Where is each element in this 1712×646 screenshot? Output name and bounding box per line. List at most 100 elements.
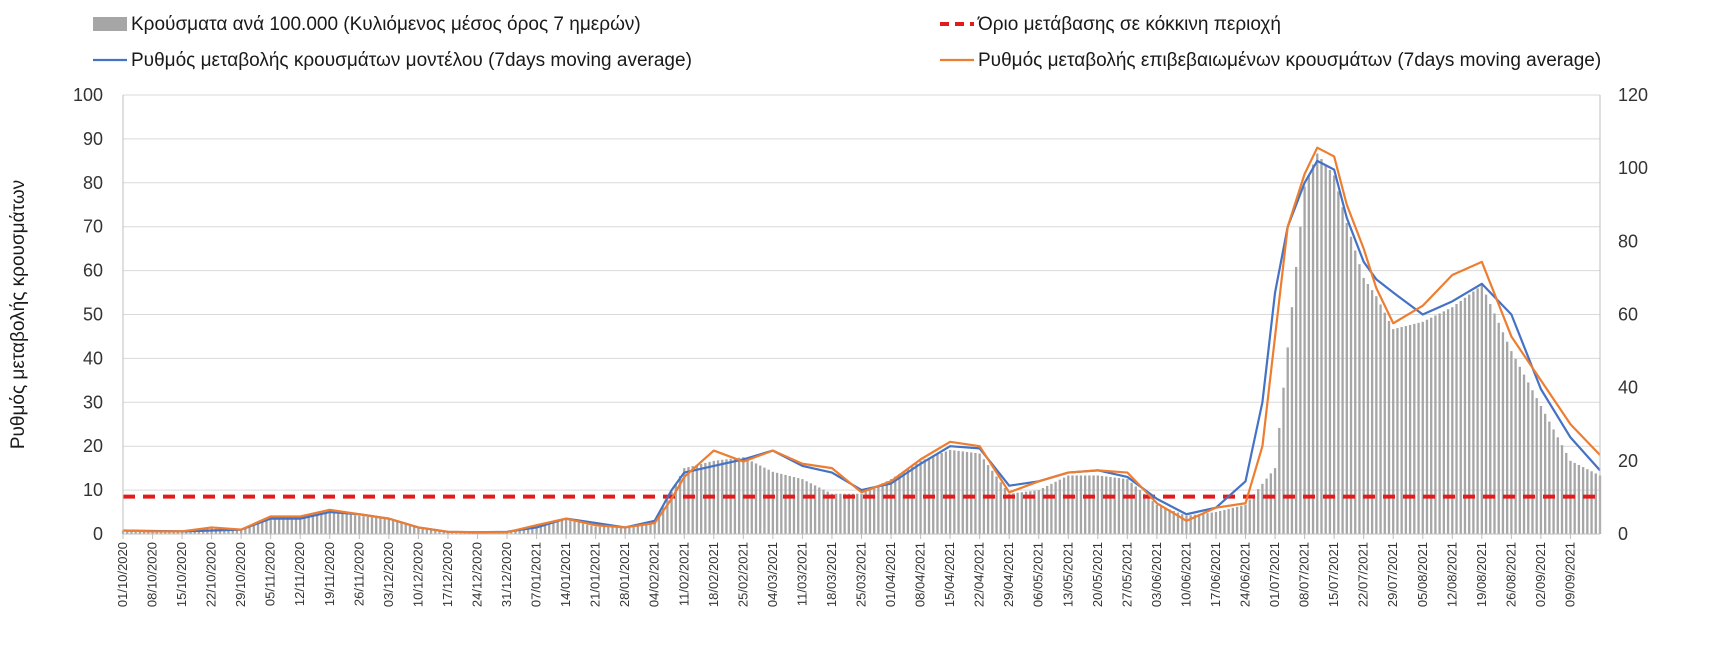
bar: [1172, 511, 1175, 534]
bar: [362, 516, 365, 534]
bar: [1332, 175, 1336, 534]
bar: [1328, 169, 1332, 534]
y-tick-label-right: 80: [1618, 231, 1638, 251]
x-tick-label: 03/06/2021: [1149, 542, 1164, 607]
bar: [1341, 207, 1344, 534]
bar: [476, 532, 479, 534]
bar: [252, 525, 255, 534]
bar: [1265, 478, 1268, 534]
bar: [164, 531, 167, 534]
y-tick-label-left: 20: [83, 436, 103, 456]
bar: [518, 530, 521, 534]
bar: [1590, 471, 1593, 534]
y-tick-label-left: 90: [83, 129, 103, 149]
confirmed-rate-line: [122, 146, 1601, 534]
bar: [653, 523, 656, 534]
bar: [1244, 504, 1247, 534]
bar: [628, 526, 631, 534]
bar: [1425, 319, 1429, 534]
bar: [1527, 382, 1530, 534]
bar: [809, 483, 813, 534]
bar: [784, 474, 787, 534]
bar: [1117, 478, 1121, 534]
bar: [1100, 475, 1104, 534]
bar: [450, 532, 454, 534]
bar: [1269, 473, 1273, 534]
bar: [1155, 504, 1159, 534]
bar: [1480, 285, 1484, 534]
x-tick-label: 29/04/2021: [1001, 542, 1016, 607]
bar: [1214, 512, 1218, 534]
x-tick-label: 21/01/2021: [588, 542, 603, 607]
bar: [1083, 475, 1087, 534]
x-tick-label: 08/04/2021: [913, 542, 928, 607]
bar: [1594, 473, 1597, 534]
bar: [1020, 492, 1024, 534]
bar: [277, 518, 281, 534]
x-tick-label: 15/10/2020: [174, 542, 189, 607]
line-series: [122, 146, 1601, 534]
bar: [716, 460, 720, 534]
y-axis-title: Ρυθμός μεταβολής κρουσμάτων: [8, 180, 29, 449]
bar: [999, 482, 1002, 534]
bar: [303, 516, 306, 534]
bar: [885, 481, 888, 534]
bar: [839, 493, 842, 534]
x-tick-label: 25/02/2021: [735, 542, 750, 607]
bar: [383, 518, 386, 534]
bar: [780, 473, 783, 534]
x-tick-label: 20/05/2021: [1090, 542, 1105, 607]
bar: [1451, 307, 1454, 534]
bar: [632, 525, 635, 534]
bar: [142, 530, 146, 534]
bar: [1029, 491, 1032, 534]
bar: [1337, 191, 1340, 534]
bar: [1303, 186, 1306, 535]
bar: [991, 470, 994, 534]
x-tick-label: 27/05/2021: [1119, 542, 1134, 607]
y-tick-label-left: 0: [93, 524, 103, 544]
bar: [1088, 475, 1091, 534]
bar: [1501, 332, 1505, 534]
bar: [737, 457, 741, 534]
model-rate-line: [122, 159, 1601, 534]
bar: [636, 525, 640, 534]
bar: [1299, 226, 1302, 534]
bar: [995, 476, 998, 534]
bar: [493, 532, 496, 534]
legend-entry: Κρούσματα ανά 100.000 (Κυλιόμενος μέσος …: [93, 14, 641, 35]
x-tick-label: 05/08/2021: [1415, 542, 1430, 607]
bar: [155, 531, 158, 534]
bar: [294, 517, 298, 534]
x-tick-label: 26/08/2021: [1503, 542, 1518, 607]
bar: [510, 532, 513, 534]
bar: [640, 524, 644, 534]
bar: [1387, 320, 1391, 534]
bar: [404, 523, 407, 534]
bar: [1552, 429, 1555, 534]
bar: [231, 529, 234, 534]
bar: [970, 452, 973, 534]
bar: [1105, 476, 1108, 534]
bar: [759, 465, 762, 534]
bar: [1223, 509, 1226, 534]
bar: [965, 451, 969, 534]
bar: [830, 493, 834, 534]
y-tick-label-right: 120: [1618, 85, 1648, 105]
bar: [894, 476, 897, 534]
x-tick-label: 24/06/2021: [1238, 542, 1253, 607]
x-tick-label: 29/10/2020: [233, 542, 248, 607]
bar: [1278, 427, 1281, 534]
bar: [307, 515, 310, 534]
x-tick-label: 24/12/2020: [469, 542, 484, 607]
bar: [391, 520, 395, 534]
bar: [695, 465, 699, 534]
legend-label: Ρυθμός μεταβολής επιβεβαιωμένων κρουσμάτ…: [978, 50, 1601, 71]
bar: [1227, 508, 1230, 534]
legend: Κρούσματα ανά 100.000 (Κυλιόμενος μέσος …: [93, 14, 1601, 71]
x-tick-label: 08/07/2021: [1297, 542, 1312, 607]
bar: [1577, 465, 1581, 534]
bar: [1324, 164, 1327, 534]
bar: [1442, 311, 1446, 534]
bar: [1484, 294, 1488, 534]
